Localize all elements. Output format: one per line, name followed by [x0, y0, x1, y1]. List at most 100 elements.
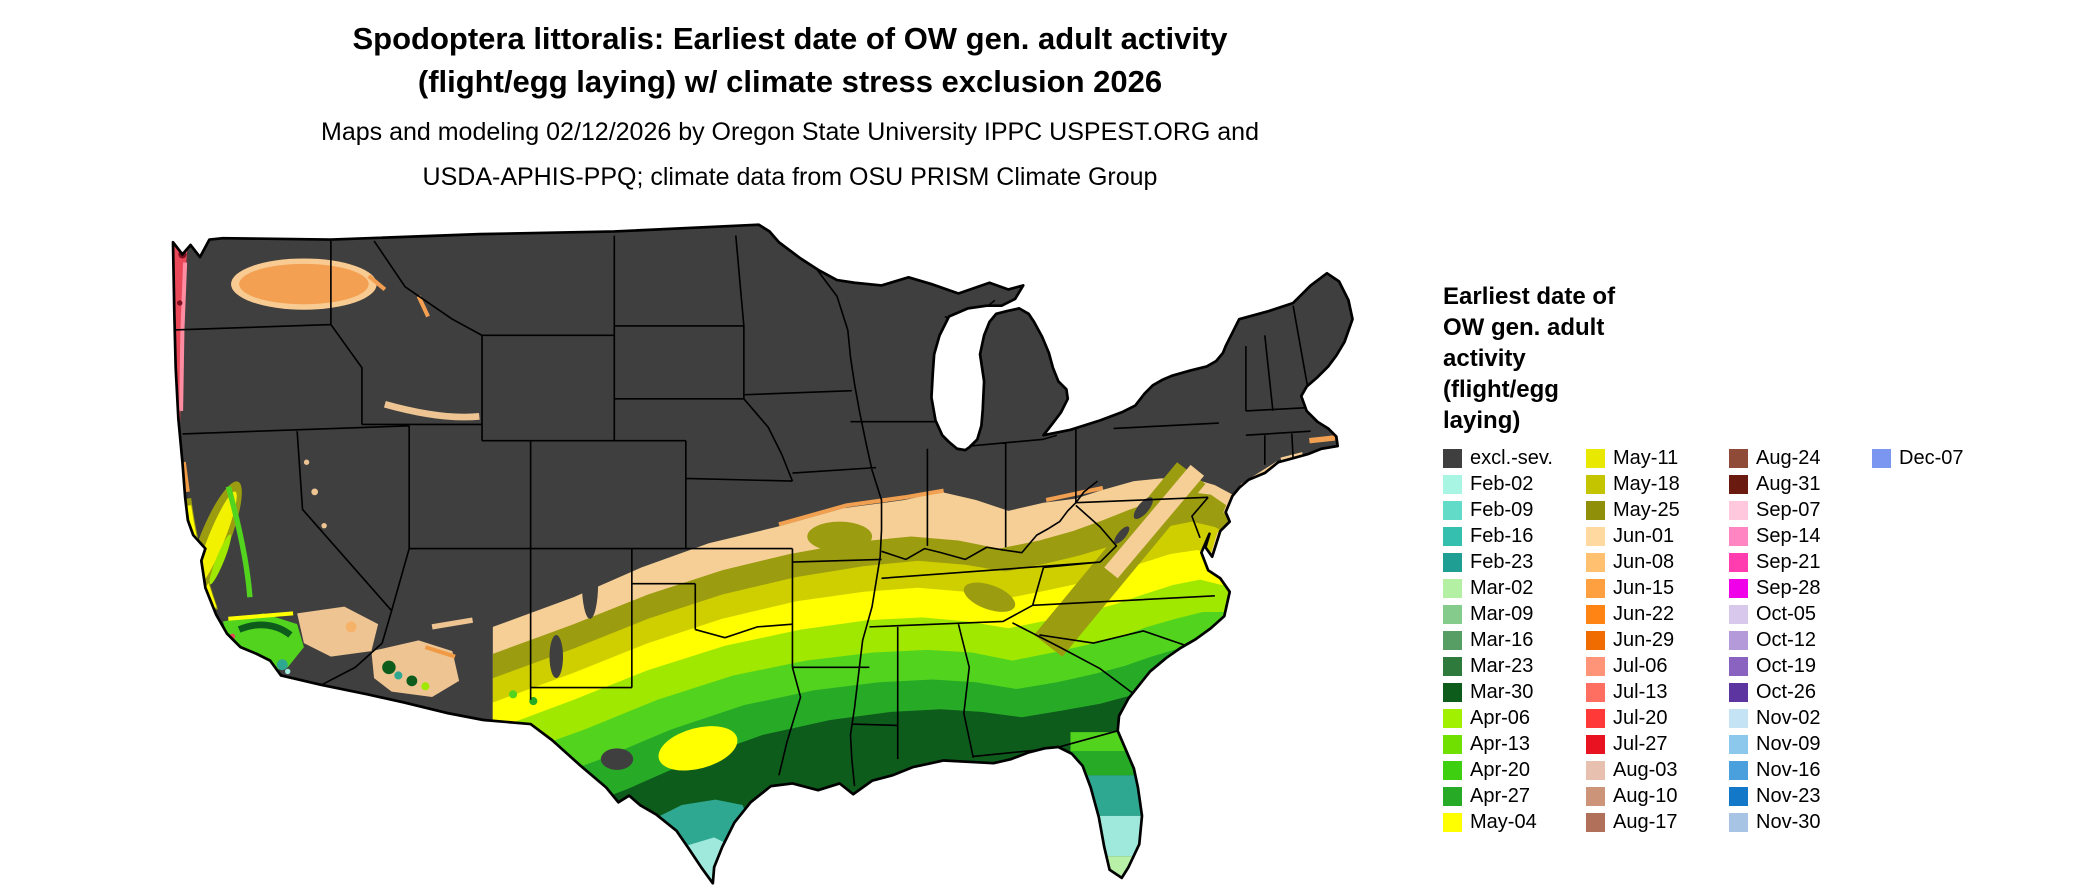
legend-label: Feb-09 — [1470, 498, 1534, 521]
legend-label: Jun-01 — [1613, 524, 1675, 547]
legend-item: Sep-14 — [1729, 525, 1872, 547]
legend-swatch — [1586, 760, 1605, 780]
legend-item: Aug-10 — [1586, 784, 1729, 807]
legend-label: Mar-09 — [1470, 602, 1534, 625]
state-borders — [174, 235, 1321, 787]
legend-label: Oct-26 — [1756, 680, 1817, 703]
legend-label: Apr-13 — [1470, 732, 1531, 755]
legend-swatch — [1586, 526, 1605, 546]
legend-swatch — [1729, 760, 1748, 780]
legend-column-1: excl.-sev. Feb-02 Feb-09 Feb-16 Feb-23 Mar-02… — [1443, 447, 1586, 839]
legend-item: Jun-22 — [1586, 603, 1729, 625]
legend-label: May-18 — [1613, 472, 1680, 495]
legend-swatch — [1586, 500, 1605, 520]
legend-label: Sep-07 — [1756, 498, 1821, 521]
legend-label: Nov-02 — [1756, 706, 1821, 729]
legend-swatch — [1729, 448, 1748, 468]
legend-swatch — [1443, 734, 1462, 754]
legend-item: Dec-07 — [1872, 447, 2015, 469]
legend-label: Jul-06 — [1613, 654, 1668, 677]
legend-label: Sep-28 — [1756, 576, 1821, 599]
legend-item: Aug-31 — [1729, 472, 1872, 495]
legend-label: Nov-09 — [1756, 732, 1821, 755]
legend-label: Jul-20 — [1613, 706, 1668, 729]
map-subtitle-line2: USDA-APHIS-PPQ; climate data from OSU PR… — [422, 163, 1158, 192]
legend-item: Sep-07 — [1729, 498, 1872, 521]
legend-swatch — [1443, 812, 1462, 832]
legend-swatch — [1586, 708, 1605, 728]
legend-swatch — [1586, 812, 1605, 832]
legend-swatch — [1443, 786, 1462, 806]
legend-label: May-11 — [1613, 446, 1679, 469]
legend-item: Oct-05 — [1729, 603, 1872, 625]
legend-label: May-04 — [1470, 810, 1537, 833]
map-title-line1: Spodoptera littoralis: Earliest date of … — [352, 21, 1228, 56]
legend-swatch — [1586, 578, 1605, 598]
legend-item: Mar-02 — [1443, 577, 1586, 599]
legend-item: Aug-03 — [1586, 759, 1729, 781]
legend-swatch — [1443, 500, 1462, 520]
legend-label: Jul-27 — [1613, 732, 1668, 755]
legend-label: Mar-30 — [1470, 680, 1534, 703]
legend-swatch — [1729, 630, 1748, 650]
legend-swatch — [1443, 578, 1462, 598]
legend-swatch — [1729, 578, 1748, 598]
legend-item: Apr-13 — [1443, 732, 1586, 755]
legend-grid: excl.-sev. Feb-02 Feb-09 Feb-16 Feb-23 Mar-02… — [1443, 446, 2063, 839]
legend-column-4: Dec-07 — [1872, 447, 2015, 475]
legend-item: Nov-09 — [1729, 732, 1872, 755]
legend-item: Sep-21 — [1729, 550, 1872, 573]
legend-item: Nov-16 — [1729, 759, 1872, 781]
legend-label: Apr-27 — [1470, 784, 1531, 807]
legend-item: Apr-27 — [1443, 784, 1586, 807]
legend-label: Feb-23 — [1470, 550, 1534, 573]
legend-item: Feb-02 — [1443, 472, 1586, 495]
legend-label: Jul-13 — [1613, 680, 1668, 703]
legend-swatch — [1443, 708, 1462, 728]
legend-label: Nov-30 — [1756, 810, 1821, 833]
legend-item: Mar-30 — [1443, 680, 1586, 703]
legend-swatch — [1586, 448, 1605, 468]
legend-item: Jul-06 — [1586, 654, 1729, 677]
map-title-line2: (flight/egg laying) w/ climate stress ex… — [417, 63, 1163, 99]
legend-swatch — [1586, 734, 1605, 754]
legend-item: Feb-23 — [1443, 550, 1586, 573]
legend-label: Mar-23 — [1470, 654, 1534, 677]
legend-label: Feb-02 — [1470, 472, 1534, 495]
legend-item: excl.-sev. — [1443, 447, 1586, 469]
orange-fringes — [778, 485, 1104, 527]
map-subtitle-line1: Maps and modeling 02/12/2026 by Oregon S… — [321, 117, 1259, 146]
legend-swatch — [1586, 656, 1605, 676]
title-block: Spodoptera littoralis: Earliest date of … — [180, 18, 1400, 195]
legend-item: Feb-09 — [1443, 498, 1586, 521]
legend-swatch — [1586, 682, 1605, 702]
legend-swatch — [1729, 708, 1748, 728]
legend-item: Jun-29 — [1586, 628, 1729, 651]
legend-label: Jun-08 — [1613, 550, 1675, 573]
legend-label: Aug-31 — [1756, 472, 1821, 495]
legend-item: Oct-26 — [1729, 680, 1872, 703]
legend-label: Apr-06 — [1470, 706, 1531, 729]
legend-swatch — [1443, 682, 1462, 702]
legend-item: Jul-20 — [1586, 706, 1729, 729]
legend-swatch — [1729, 812, 1748, 832]
legend-item: Jul-27 — [1586, 732, 1729, 755]
legend-title: Earliest date of OW gen. adult activity … — [1443, 283, 1616, 434]
us-map-svg — [171, 223, 1354, 885]
legend-item: Mar-09 — [1443, 602, 1586, 625]
legend-label: Jun-29 — [1613, 628, 1675, 651]
legend-item: Feb-16 — [1443, 525, 1586, 547]
legend-swatch — [1443, 552, 1462, 572]
legend-label: Aug-10 — [1613, 784, 1678, 807]
legend-item: Jun-08 — [1586, 550, 1729, 573]
legend-swatch — [1872, 448, 1891, 468]
legend-swatch — [1729, 526, 1748, 546]
legend-swatch — [1443, 526, 1462, 546]
legend-label: Sep-21 — [1756, 550, 1821, 573]
legend-item: Jun-15 — [1586, 577, 1729, 599]
legend-item: Nov-02 — [1729, 706, 1872, 729]
legend-swatch — [1586, 604, 1605, 624]
legend-label: Oct-12 — [1756, 628, 1817, 651]
legend: Earliest date of OW gen. adult activity … — [1443, 282, 2063, 839]
